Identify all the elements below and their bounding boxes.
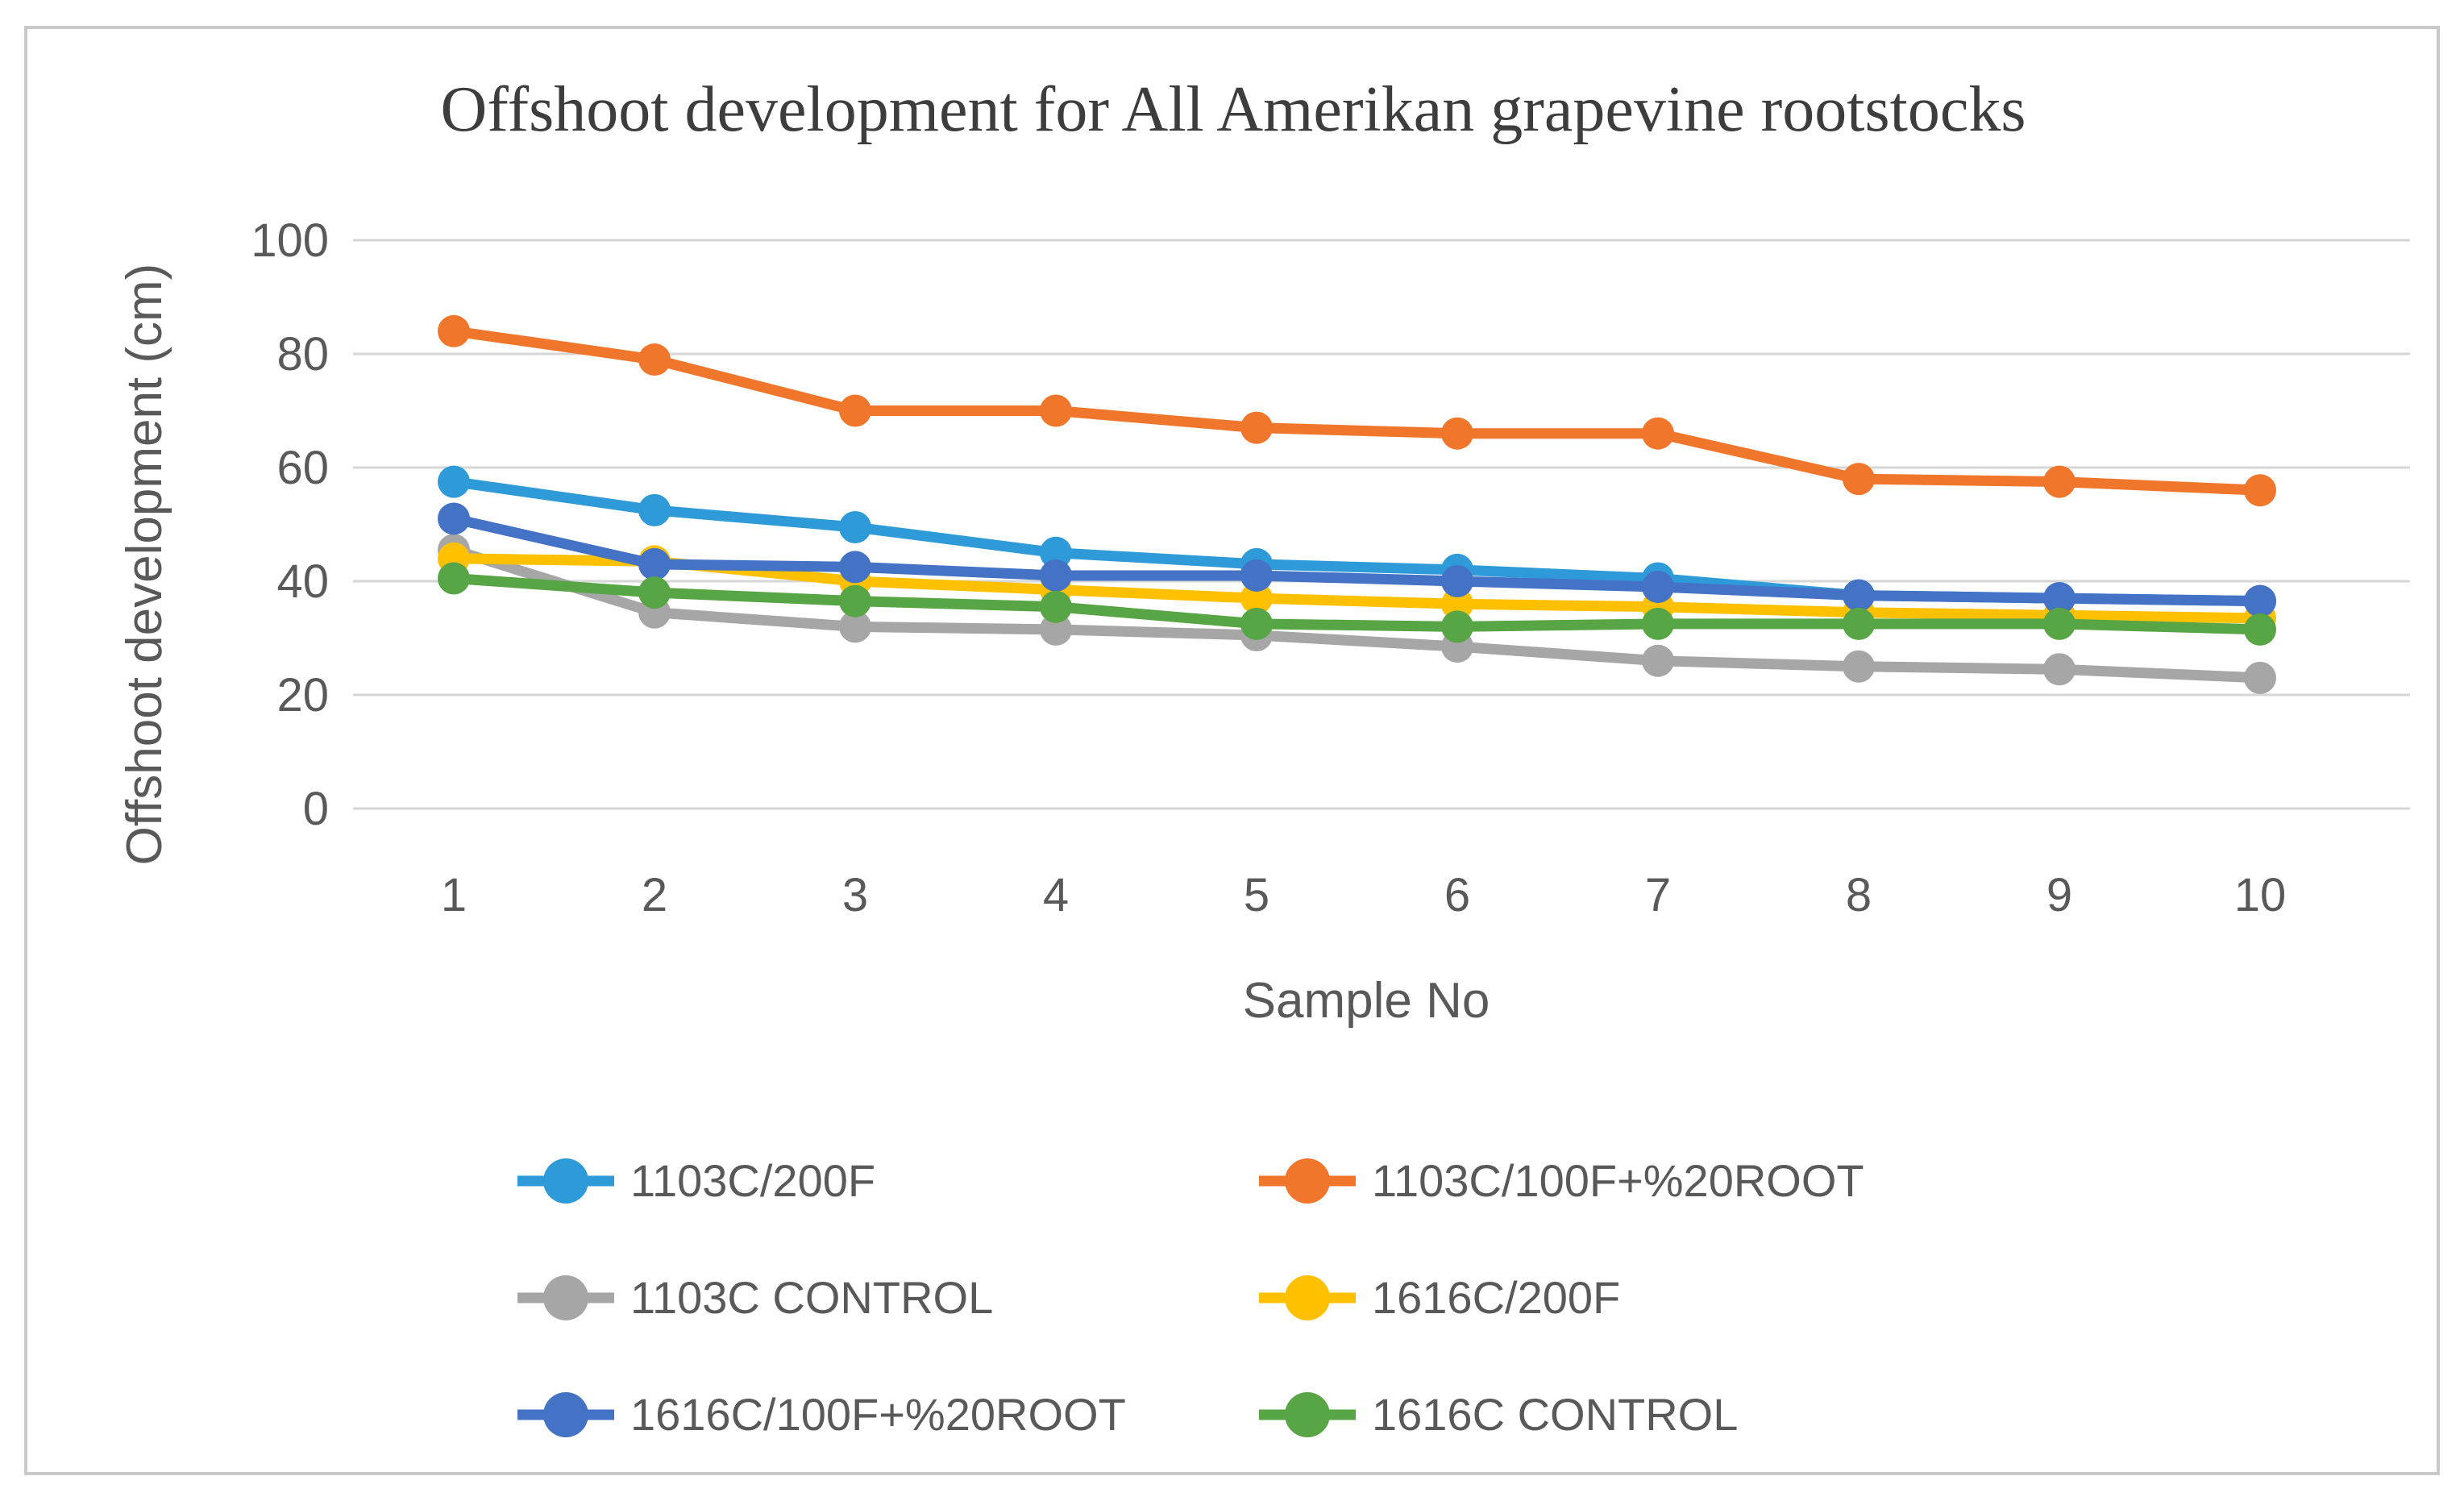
data-point-1616c-control — [1642, 607, 1674, 640]
data-point-1103c-100f-20root — [839, 394, 871, 427]
legend-group: 1103C/200F 1103C/100F+%20ROOT 1103C CONTRO… — [517, 1155, 1864, 1440]
data-point-1616c-200f — [1240, 582, 1273, 615]
legend-label: 1616C CONTROL — [1372, 1389, 1738, 1440]
legend-item-1616c-control: 1616C CONTROL — [1259, 1389, 1738, 1440]
x-tick-label: 2 — [642, 869, 667, 921]
x-tick-label: 5 — [1244, 869, 1269, 921]
series-line-1616c-control — [448, 572, 2266, 635]
data-point-1103c-control — [1843, 650, 1875, 683]
legend-item-1616c-200f: 1616C/200F — [1259, 1272, 1620, 1323]
legend-item-1103c-200f: 1103C/200F — [517, 1155, 875, 1206]
series-line-1616c-200f — [448, 553, 2266, 624]
data-point-1616c-100f-20root — [839, 551, 871, 584]
figure-border — [24, 26, 2440, 1475]
data-point-1103c-100f-20root — [438, 314, 470, 347]
y-tick-label: 0 — [303, 783, 329, 835]
data-point-1616c-control — [1240, 607, 1273, 640]
data-point-1616c-control — [638, 576, 671, 609]
data-point-1103c-control — [2043, 653, 2075, 686]
series-group — [438, 314, 2276, 694]
x-tick-label: 1 — [441, 869, 467, 921]
legend-label: 1103C/200F — [630, 1155, 875, 1206]
x-tick-label: 7 — [1645, 869, 1671, 921]
legend-label: 1616C/100F+%20ROOT — [630, 1389, 1126, 1440]
data-point-1616c-100f-20root — [2043, 582, 2075, 615]
data-point-1616c-200f — [1441, 588, 1473, 621]
data-point-1616c-control — [1040, 590, 1072, 623]
data-point-1616c-100f-20root — [438, 502, 470, 535]
legend-circle-marker — [1285, 1158, 1330, 1204]
x-tick-label: 3 — [842, 869, 868, 921]
data-point-1103c-100f-20root — [2244, 474, 2276, 507]
x-axis-title: Sample No — [1243, 973, 1490, 1029]
legend-label: 1103C/100F+%20ROOT — [1372, 1155, 1864, 1206]
data-point-1616c-control — [839, 584, 871, 617]
data-point-1616c-100f-20root — [1843, 579, 1875, 612]
data-point-1616c-100f-20root — [1240, 559, 1273, 592]
legend-circle-marker — [543, 1392, 588, 1437]
legend-circle-marker — [1285, 1275, 1330, 1320]
legend-label: 1103C CONTROL — [630, 1272, 993, 1323]
data-point-1616c-control — [1441, 610, 1473, 643]
y-tick-label: 100 — [251, 214, 329, 267]
x-tick-labels-group: 1 2 3 4 5 6 7 8 9 10 — [441, 869, 2286, 921]
data-point-1103c-100f-20root — [638, 343, 671, 376]
data-point-1616c-100f-20root — [1040, 559, 1072, 592]
legend-circle-marker — [543, 1158, 588, 1204]
data-point-1103c-200f — [438, 465, 470, 498]
legend-item-1616c-100f-20root: 1616C/100F+%20ROOT — [517, 1389, 1126, 1440]
x-tick-label: 6 — [1444, 869, 1470, 921]
data-point-1103c-100f-20root — [1843, 463, 1875, 496]
y-tick-label: 80 — [276, 328, 329, 380]
data-point-1103c-200f — [1040, 536, 1072, 569]
series-line-1103c-control — [448, 544, 2266, 684]
x-tick-label: 9 — [2046, 869, 2072, 921]
y-tick-label: 60 — [276, 442, 329, 494]
legend-circle-marker — [543, 1275, 588, 1320]
y-tick-labels-group: 0 20 40 60 80 100 — [251, 214, 329, 835]
data-point-1103c-control — [1040, 613, 1072, 646]
x-tick-label: 10 — [2234, 869, 2287, 921]
data-point-1103c-control — [839, 610, 871, 643]
y-tick-label: 40 — [276, 555, 329, 608]
data-point-1616c-100f-20root — [1441, 565, 1473, 597]
data-point-1616c-100f-20root — [2244, 584, 2276, 617]
data-point-1103c-100f-20root — [1441, 417, 1473, 450]
data-point-1103c-control — [1642, 644, 1674, 677]
series-line-1616c-100f-20root — [448, 513, 2266, 607]
chart-title: Offshoot development for All Amerikan gr… — [441, 74, 2026, 145]
data-point-1103c-100f-20root — [1240, 411, 1273, 444]
data-point-1616c-control — [438, 562, 470, 595]
data-point-1103c-100f-20root — [1040, 394, 1072, 427]
data-point-1103c-100f-20root — [1642, 417, 1674, 450]
y-tick-label: 20 — [276, 669, 329, 721]
legend-item-1103c-control: 1103C CONTROL — [517, 1272, 993, 1323]
data-point-1616c-control — [2043, 607, 2075, 640]
legend-item-1103c-100f-20root: 1103C/100F+%20ROOT — [1259, 1155, 1864, 1206]
data-point-1616c-control — [1843, 607, 1875, 640]
x-tick-label: 4 — [1043, 869, 1069, 921]
series-line-1103c-100f-20root — [448, 326, 2266, 496]
data-point-1103c-200f — [839, 511, 871, 544]
data-point-1616c-control — [2244, 613, 2276, 646]
legend-circle-marker — [1285, 1392, 1330, 1437]
x-tick-label: 8 — [1846, 869, 1872, 921]
y-axis-title: Offshoot development (cm) — [117, 264, 172, 866]
data-point-1103c-200f — [638, 493, 671, 526]
data-point-1103c-100f-20root — [2043, 465, 2075, 498]
data-point-1616c-100f-20root — [1642, 571, 1674, 604]
data-point-1616c-100f-20root — [638, 547, 671, 580]
data-point-1103c-control — [2244, 661, 2276, 694]
legend-label: 1616C/200F — [1372, 1272, 1620, 1323]
